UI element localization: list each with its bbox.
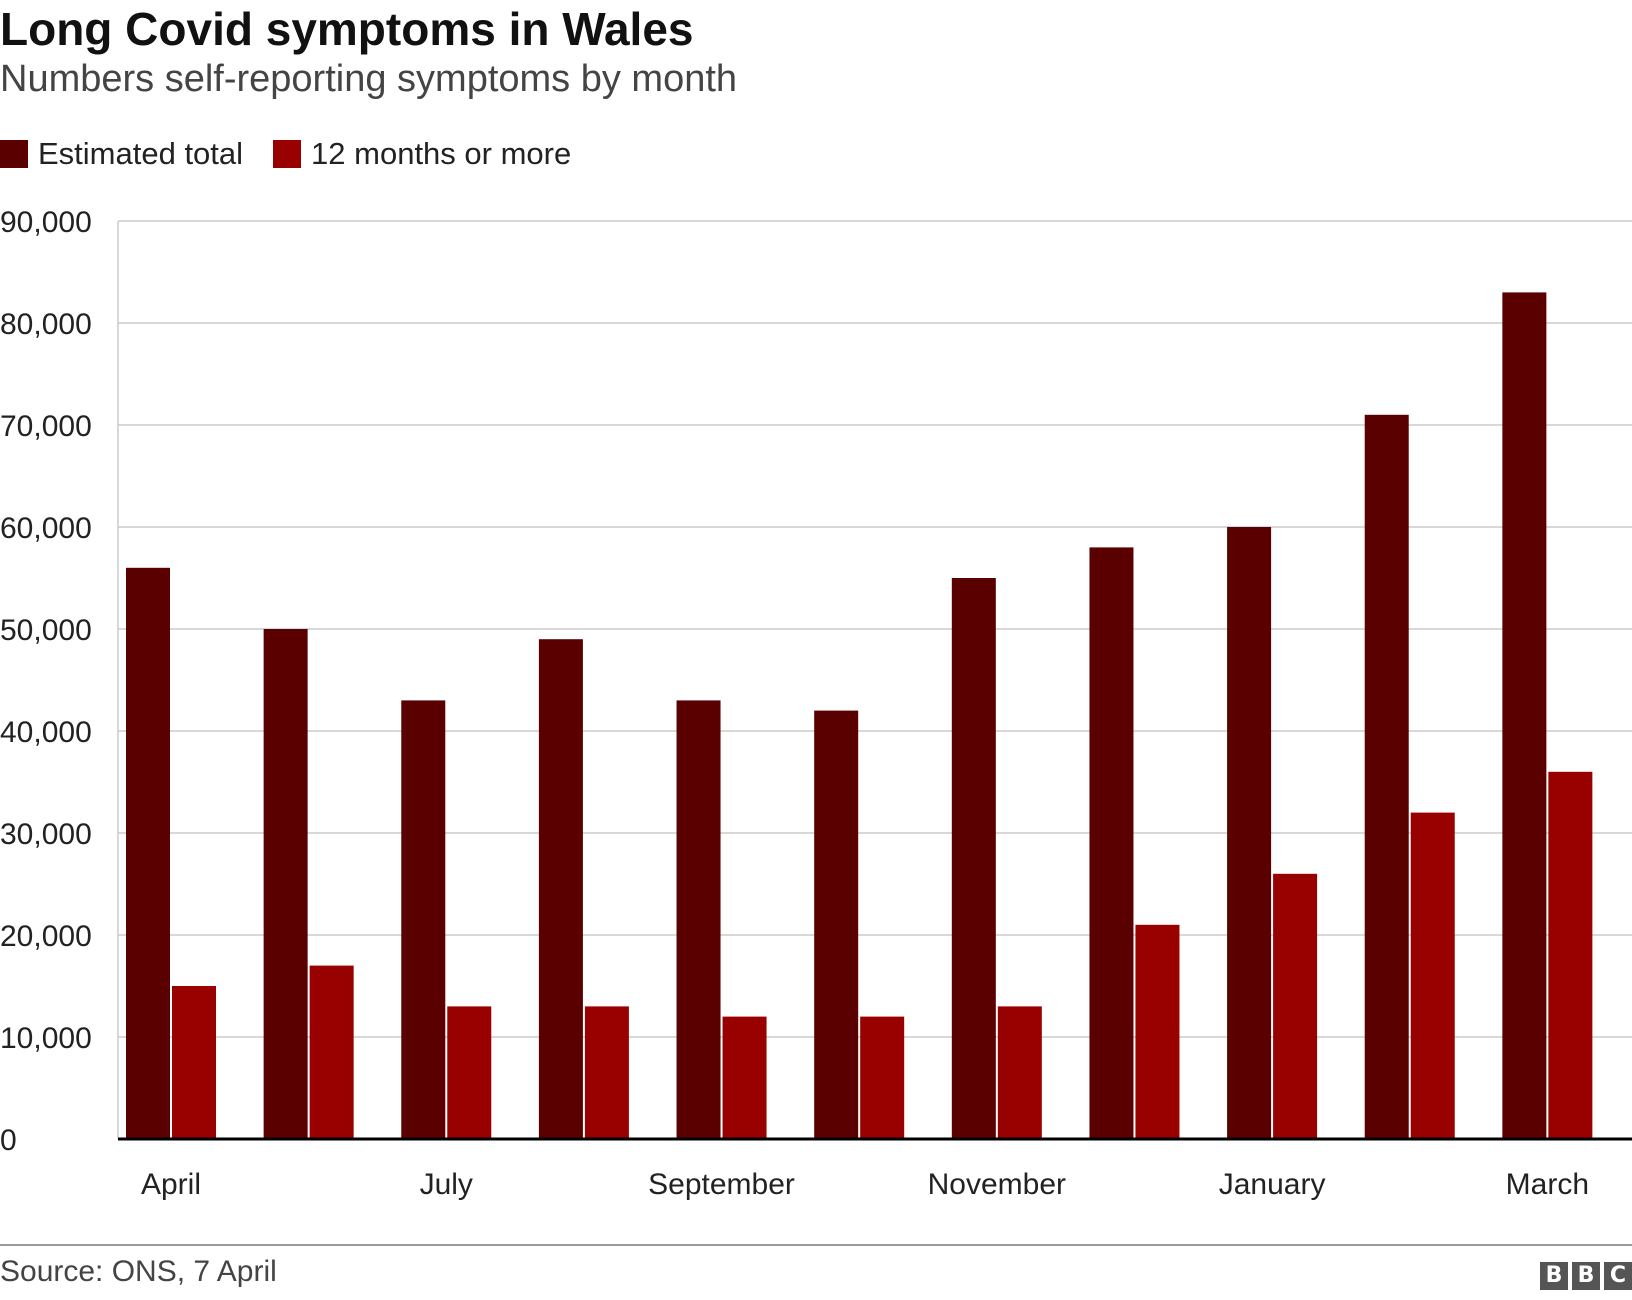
bar-estimated-total [1227,527,1272,1139]
bbc-logo-letter: B [1540,1262,1568,1290]
legend-swatch-estimated-total [0,140,28,168]
y-tick-label: 20,000 [0,920,92,953]
bar-estimated-total [1089,547,1134,1139]
bar-12-months-or-more [1135,924,1180,1139]
bar-estimated-total [538,639,583,1139]
bar-12-months-or-more [447,1006,492,1139]
bar-estimated-total [1502,292,1547,1139]
legend-swatch-12-months [273,140,302,168]
chart-title: Long Covid symptoms in Wales [0,3,694,55]
bar-12-months-or-more [1410,812,1455,1139]
bar-estimated-total [401,700,446,1139]
y-tick-label: 60,000 [0,512,92,545]
bbc-logo: B B C [1540,1262,1632,1290]
bar-estimated-total [951,578,996,1139]
x-tick-label: July [420,1168,473,1201]
y-tick-label: 10,000 [0,1022,92,1055]
y-tick-label: 80,000 [0,308,92,341]
y-tick-label: 90,000 [0,206,92,239]
x-tick-label: November [928,1168,1066,1201]
bbc-logo-letter: C [1604,1262,1632,1290]
bar-12-months-or-more [1273,873,1318,1139]
bar-estimated-total [676,700,721,1139]
y-tick-label: 0 [0,1124,17,1157]
legend-item-12-months: 12 months or more [273,136,571,172]
x-tick-label: April [141,1168,201,1201]
bar-12-months-or-more [584,1006,629,1139]
bar-12-months-or-more [860,1016,905,1139]
x-tick-label: March [1506,1168,1589,1201]
y-tick-label: 30,000 [0,818,92,851]
footer-divider [0,1244,1632,1246]
bar-12-months-or-more [172,986,216,1139]
y-tick-label: 50,000 [0,614,92,647]
bar-chart: 0 10,000 20,000 30,000 40,000 50,000 60,000 70,… [0,206,1632,1201]
x-tick-label: January [1219,1168,1326,1201]
bar-estimated-total [263,629,308,1139]
bar-12-months-or-more [997,1006,1042,1139]
y-tick-label: 70,000 [0,410,92,443]
legend: Estimated total 12 months or more [0,134,601,174]
bar-12-months-or-more [309,965,354,1139]
legend-item-estimated-total: Estimated total [0,136,243,172]
chart-subtitle: Numbers self-reporting symptoms by month [0,58,738,100]
legend-label-estimated-total: Estimated total [38,136,244,171]
bar-estimated-total [126,567,170,1139]
bbc-logo-letter: B [1572,1262,1600,1290]
bar-12-months-or-more [1548,771,1593,1139]
bar-estimated-total [1364,414,1409,1139]
legend-label-12-months: 12 months or more [311,136,572,171]
bar-12-months-or-more [722,1016,767,1139]
source-note: Source: ONS, 7 April [0,1255,277,1288]
y-tick-label: 40,000 [0,716,92,749]
x-tick-label: September [648,1168,795,1201]
bar-estimated-total [814,710,859,1139]
